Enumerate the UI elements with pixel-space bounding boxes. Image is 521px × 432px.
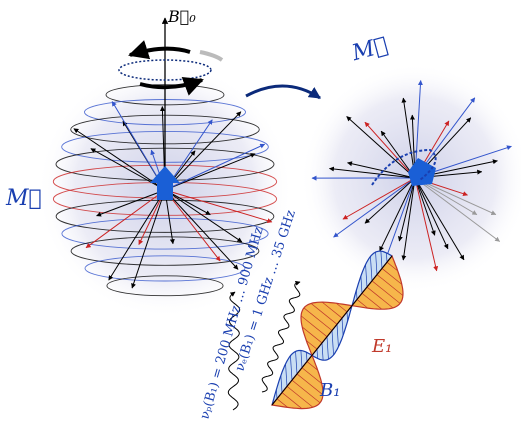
e1-label: E₁ <box>371 336 392 357</box>
b1-label: B₁ <box>319 380 340 401</box>
magnetization-label: M⃗ <box>5 186 42 211</box>
b0-label: B⃗₀ <box>167 7 196 26</box>
rotation-arrow <box>130 49 190 55</box>
magnetization-label: M⃗ <box>349 33 391 67</box>
rotation-arrow <box>200 52 222 60</box>
diagram: B⃗₀ M⃗ M⃗ νₚ(B₁) = 200 MHz … 900 MHz νₑ(… <box>0 0 521 432</box>
transition-arrow <box>246 86 320 98</box>
